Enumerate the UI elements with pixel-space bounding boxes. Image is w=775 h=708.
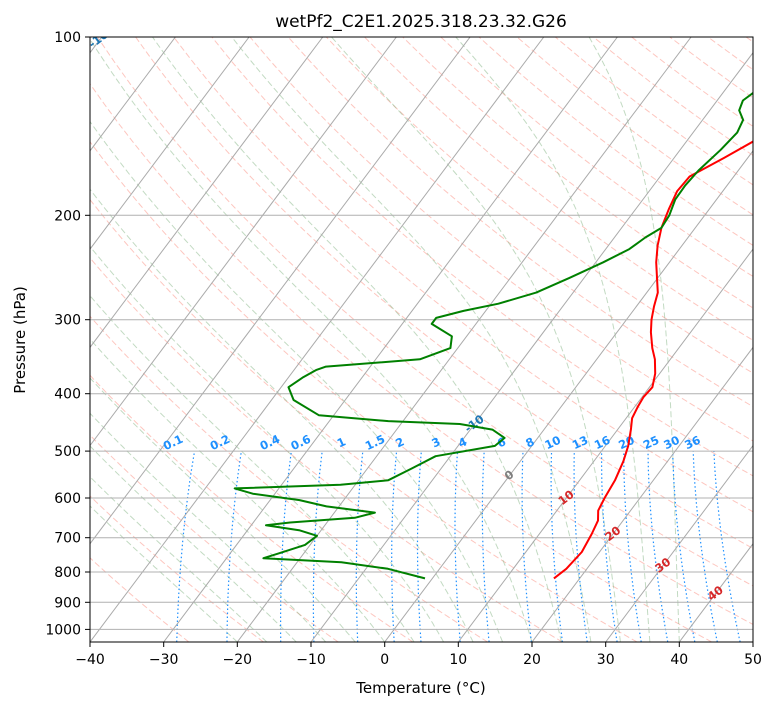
- isotherm-line: [236, 37, 692, 642]
- profile-series: [233, 91, 753, 580]
- moist-adiabat-line: [90, 188, 474, 642]
- isotherm-line: [531, 346, 753, 642]
- dewpoint-profile-line: [233, 91, 753, 580]
- moist-adiabat-line: [152, 37, 562, 642]
- isotherm-line: [384, 150, 753, 642]
- y-axis-ticks: 100 200 300 400 500 600 700 800 900 1000: [45, 30, 90, 638]
- x-tick-label: 10: [449, 652, 467, 668]
- dry-adiabat-line: [402, 37, 753, 309]
- mixing-ratio-label: 10: [542, 433, 562, 452]
- isotherm-line: [457, 248, 753, 642]
- moist-adiabat-line: [90, 338, 386, 642]
- y-tick-label: 500: [54, 444, 81, 460]
- x-tick-label: −10: [296, 652, 326, 668]
- y-tick-label: 700: [54, 531, 81, 547]
- y-axis-label: Pressure (hPa): [11, 286, 29, 394]
- dry-adiabat-line: [211, 37, 753, 477]
- dry-adiabat-line: [90, 495, 264, 642]
- x-tick-label: 30: [597, 652, 615, 668]
- mixing-ratio-line: [573, 451, 588, 642]
- dry-adiabat-line: [90, 374, 414, 642]
- isotherm-line: [90, 37, 545, 642]
- moist-adiabat-line: [455, 37, 651, 642]
- x-axis-ticks: −40 −30 −20 −10 0 10 20 30 40 50: [75, 642, 762, 668]
- x-tick-label: 0: [380, 652, 389, 668]
- y-tick-label: 200: [54, 208, 81, 224]
- mixing-ratio-label: 25: [641, 433, 661, 452]
- mixing-ratio-line: [550, 451, 563, 642]
- dry-adiabat-line: [325, 37, 753, 374]
- y-tick-label: 400: [54, 387, 81, 403]
- chart-title: wetPf2_C2E1.2025.318.23.32.G26: [275, 12, 567, 32]
- x-tick-label: −30: [149, 652, 179, 668]
- x-tick-label: 50: [744, 652, 762, 668]
- isotherm-line: [605, 444, 753, 642]
- isobars: [90, 37, 753, 630]
- dry-adiabat-line: [96, 37, 753, 587]
- moist-adiabat-line: [90, 476, 268, 642]
- isotherm-line: [163, 37, 618, 642]
- x-tick-label: −40: [75, 652, 105, 668]
- mixing-ratio-label: 36: [682, 433, 702, 452]
- moist-adiabat-line: [90, 412, 327, 642]
- y-tick-label: 800: [54, 565, 81, 581]
- y-tick-label: 1000: [45, 622, 81, 638]
- x-tick-label: 20: [523, 652, 541, 668]
- moist-adiabat-line: [231, 37, 592, 642]
- dry-adiabat-line: [173, 37, 753, 513]
- isotherm-line: [310, 51, 753, 642]
- isotherm-line: [90, 37, 324, 349]
- temperature-profile-line: [553, 140, 753, 580]
- x-tick-label: 40: [670, 652, 688, 668]
- mixing-ratio-line: [692, 451, 718, 642]
- dry-adiabat-line: [90, 315, 488, 642]
- mixing-ratio-label: 13: [570, 433, 590, 452]
- y-tick-label: 100: [54, 30, 81, 46]
- isotherms: [90, 37, 753, 642]
- x-axis-label: Temperature (°C): [355, 679, 485, 697]
- isotherm-line: [90, 37, 471, 545]
- moist-adiabat-line: [90, 445, 297, 642]
- mixing-ratio-lines: [176, 450, 741, 642]
- x-tick-label: −20: [223, 652, 253, 668]
- y-tick-label: 300: [54, 313, 81, 329]
- mixing-ratio-label: 30: [661, 433, 681, 452]
- moist-adiabats: [90, 37, 680, 642]
- dry-adiabat-line: [135, 37, 753, 550]
- mixing-ratio-line: [623, 451, 642, 642]
- isotherm-line: [90, 37, 250, 250]
- moist-adiabat-line: [90, 245, 445, 642]
- dry-adiabat-line: [90, 434, 339, 642]
- isotherm-line: [90, 37, 176, 152]
- y-tick-label: 600: [54, 491, 81, 507]
- moist-adiabat-line: [90, 120, 503, 642]
- moist-adiabat-line: [331, 37, 621, 642]
- dry-adiabat-line: [364, 37, 753, 341]
- dry-adiabat-line: [90, 257, 563, 642]
- isotherm-line: [90, 37, 397, 447]
- mixing-ratio-line: [176, 450, 196, 642]
- moist-adiabat-line: [90, 377, 356, 642]
- mixing-ratio-line: [672, 451, 696, 642]
- mixing-ratio-line: [713, 451, 741, 642]
- background-grid: [90, 37, 753, 642]
- dry-adiabat-line: [90, 557, 190, 642]
- dry-adiabat-line: [90, 198, 638, 642]
- mixing-ratio-label: 16: [592, 433, 612, 452]
- dry-adiabat-line: [90, 140, 712, 642]
- mixing-ratio-line: [600, 451, 618, 642]
- mixing-ratio-label: 20: [616, 433, 636, 452]
- mixing-ratio-line: [647, 451, 669, 642]
- y-tick-label: 900: [54, 595, 81, 611]
- dry-adiabat-line: [90, 83, 753, 625]
- plot-frame: [89, 36, 754, 643]
